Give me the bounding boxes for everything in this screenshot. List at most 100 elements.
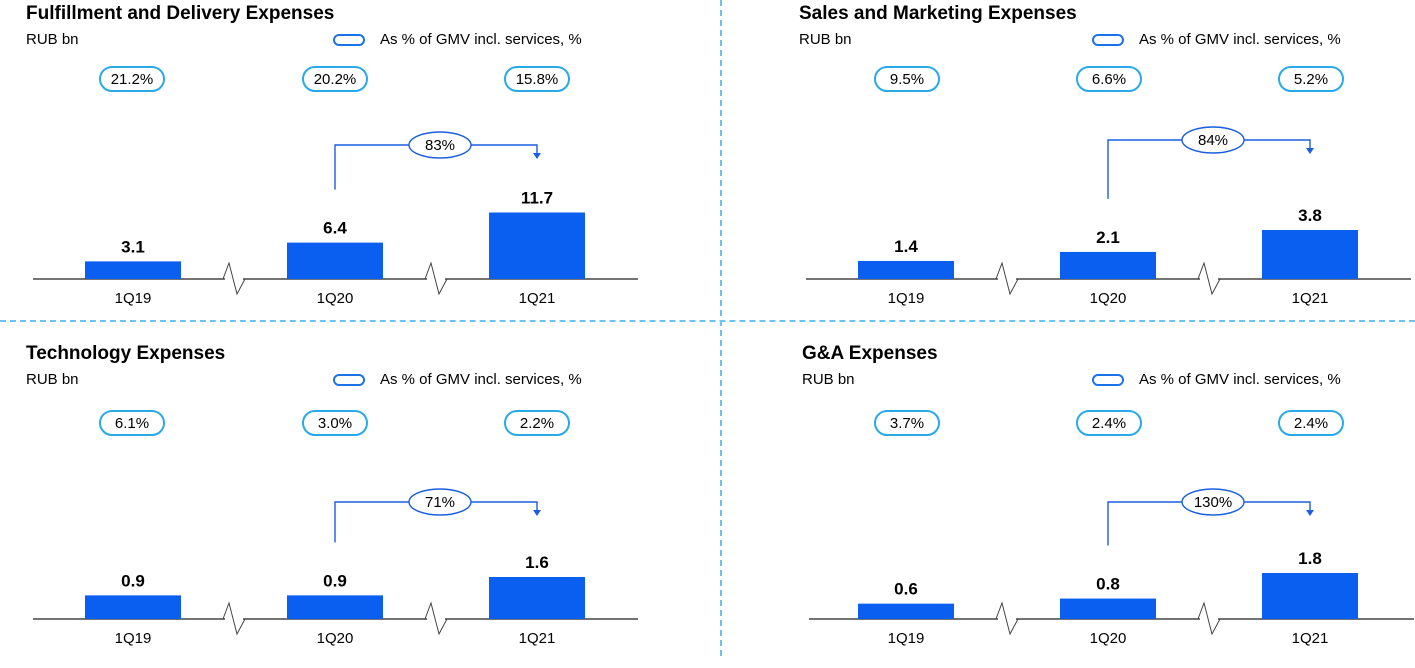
bar-1q21	[1262, 573, 1358, 619]
bar-chart: 0.9 1Q19 0.9 1Q20 1.6 1Q21 71%	[33, 488, 638, 647]
chart-title: Fulfillment and Delivery Expenses	[26, 3, 335, 24]
growth-badge	[1181, 126, 1245, 154]
value-label: 1.6	[525, 553, 549, 572]
value-label: 0.9	[121, 571, 145, 590]
axis-break-icon	[424, 601, 448, 636]
growth-arrow-head	[533, 153, 541, 159]
legend-label: As % of GMV incl. services, %	[1139, 371, 1341, 388]
bar-1q20	[287, 595, 383, 619]
legend-pill-swatch	[1092, 374, 1124, 386]
axis-break-icon	[995, 261, 1019, 296]
value-label: 0.6	[894, 580, 918, 599]
bar-1q19	[858, 260, 954, 279]
growth-arrow-head	[1306, 148, 1314, 154]
legend-pill-swatch	[1092, 34, 1124, 46]
category-label: 1Q19	[115, 290, 152, 307]
chart-title: Technology Expenses	[26, 343, 226, 364]
horizontal-divider	[0, 320, 1415, 322]
gmv-share-pill-1q20: 2.4%	[1076, 410, 1142, 436]
gmv-share-pill-1q21: 2.4%	[1278, 410, 1344, 436]
unit-label: RUB bn	[26, 371, 79, 388]
unit-label: RUB bn	[26, 31, 79, 48]
bar-1q21	[489, 577, 585, 619]
gmv-share-pill-1q19: 6.1%	[99, 410, 165, 436]
gmv-share-pill-1q21: 2.2%	[504, 410, 570, 436]
axis-break-gap	[427, 276, 445, 282]
gmv-share-pill-1q21: 5.2%	[1278, 66, 1344, 92]
gmv-share-pill-1q19: 3.7%	[874, 410, 940, 436]
axis-break-icon	[424, 261, 448, 296]
bar-chart: 0.6 1Q19 0.8 1Q20 1.8 1Q21 130%	[809, 488, 1414, 647]
gmv-share-pill-1q19: 9.5%	[874, 66, 940, 92]
gmv-share-pill-1q19: 21.2%	[99, 66, 165, 92]
panel-sales-marketing: Sales and Marketing Expenses RUB bn As %…	[799, 0, 1415, 328]
value-label: 2.1	[1096, 228, 1120, 247]
category-label: 1Q21	[1292, 630, 1329, 647]
growth-arrow-head	[533, 510, 541, 516]
panel-technology: Technology Expenses RUB bn As % of GMV i…	[26, 340, 733, 668]
category-label: 1Q19	[888, 630, 925, 647]
growth-badge	[408, 131, 472, 159]
bar-1q20	[1060, 598, 1156, 619]
bar-1q20	[287, 242, 383, 279]
value-label: 1.4	[894, 237, 918, 256]
bar-chart: 3.1 1Q19 6.4 1Q20 11.7 1Q21 83%	[33, 131, 638, 307]
axis-break-icon	[1197, 261, 1221, 296]
gmv-share-pill-1q20: 20.2%	[302, 66, 368, 92]
vertical-divider	[720, 0, 722, 656]
unit-label: RUB bn	[799, 31, 852, 48]
legend-label: As % of GMV incl. services, %	[380, 31, 582, 48]
legend-label: As % of GMV incl. services, %	[380, 371, 582, 388]
category-label: 1Q19	[115, 630, 152, 647]
bar-1q19	[85, 261, 181, 279]
axis-break-gap	[427, 616, 445, 622]
value-label: 11.7	[521, 189, 553, 208]
axis-break-gap	[1200, 616, 1218, 622]
bar-chart: 1.4 1Q19 2.1 1Q20 3.8 1Q21 84%	[806, 126, 1411, 307]
gmv-share-pill-1q20: 6.6%	[1076, 66, 1142, 92]
value-label: 1.8	[1298, 549, 1322, 568]
gmv-share-pill-1q21: 15.8%	[504, 66, 570, 92]
value-label: 6.4	[323, 219, 347, 238]
growth-badge	[1181, 488, 1245, 516]
value-label: 3.1	[121, 237, 145, 256]
axis-break-icon	[222, 601, 246, 636]
axis-break-gap	[1200, 276, 1218, 282]
growth-badge	[408, 488, 472, 516]
category-label: 1Q20	[317, 630, 354, 647]
growth-label: 71%	[425, 494, 455, 511]
growth-label: 83%	[425, 137, 455, 154]
value-label: 0.9	[323, 571, 347, 590]
legend-label: As % of GMV incl. services, %	[1139, 31, 1341, 48]
axis-break-icon	[1197, 601, 1221, 636]
value-label: 3.8	[1298, 206, 1322, 225]
bar-1q19	[85, 595, 181, 619]
gmv-share-pill-1q20: 3.0%	[302, 410, 368, 436]
chart-title: Sales and Marketing Expenses	[799, 3, 1077, 24]
category-label: 1Q21	[519, 290, 556, 307]
bar-1q19	[858, 603, 954, 619]
legend-pill-swatch	[333, 374, 365, 386]
bar-1q21	[1262, 230, 1358, 279]
panel-g-and-a: G&A Expenses RUB bn As % of GMV incl. se…	[802, 340, 1415, 668]
category-label: 1Q19	[888, 290, 925, 307]
value-label: 0.8	[1096, 575, 1120, 594]
unit-label: RUB bn	[802, 371, 855, 388]
growth-arrow-head	[1306, 510, 1314, 516]
category-label: 1Q20	[1090, 290, 1127, 307]
axis-break-icon	[222, 261, 246, 296]
axis-break-gap	[225, 616, 243, 622]
axis-break-gap	[225, 276, 243, 282]
category-label: 1Q20	[1090, 630, 1127, 647]
growth-label: 84%	[1198, 132, 1228, 149]
chart-title: G&A Expenses	[802, 343, 938, 364]
category-label: 1Q21	[1292, 290, 1329, 307]
panel-fulfillment: Fulfillment and Delivery Expenses RUB bn…	[26, 0, 733, 328]
axis-break-gap	[998, 616, 1016, 622]
bar-1q20	[1060, 251, 1156, 279]
bar-1q21	[489, 212, 585, 279]
axis-break-icon	[995, 601, 1019, 636]
axis-break-gap	[998, 276, 1016, 282]
growth-label: 130%	[1194, 494, 1232, 511]
legend-pill-swatch	[333, 34, 365, 46]
